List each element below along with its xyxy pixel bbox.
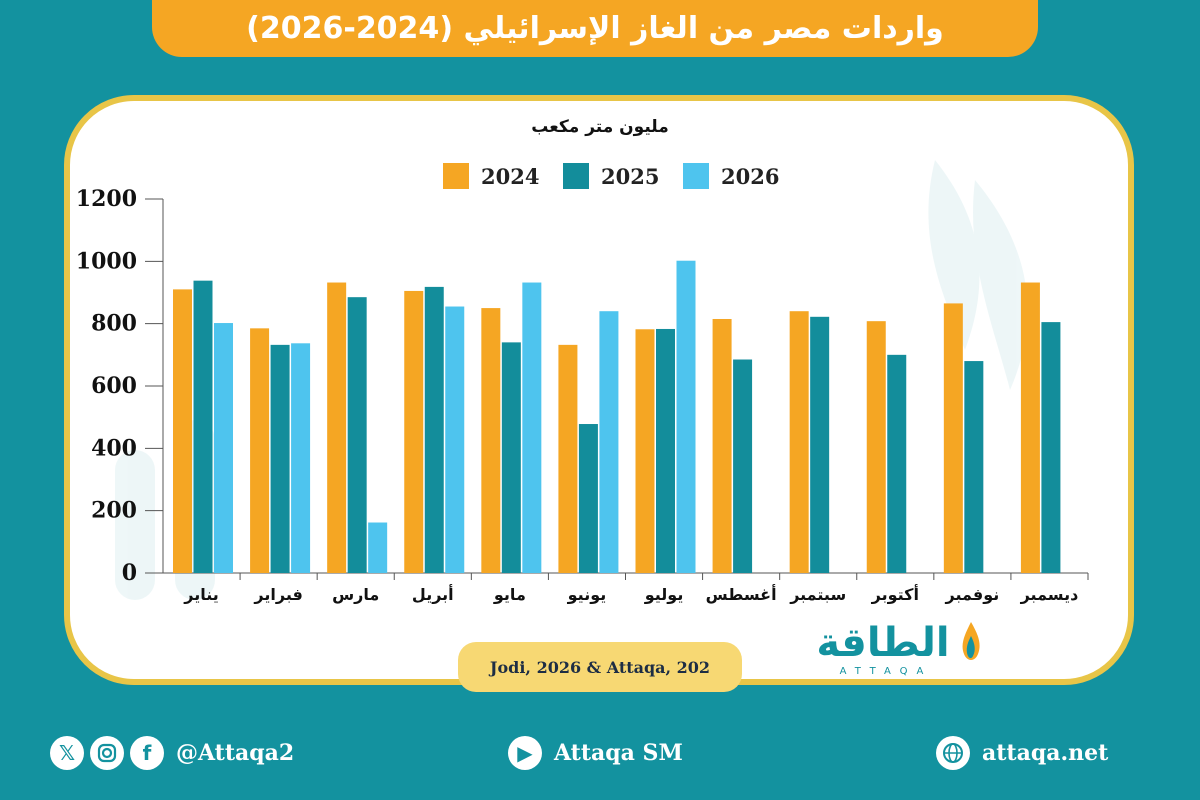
x-tick-label: مايو xyxy=(493,585,526,604)
bar-2025-1 xyxy=(270,344,290,573)
logo-arabic-text: الطاقة xyxy=(816,620,950,666)
source-label: Jodi, 2026 & Attaqa, 202 xyxy=(458,642,742,692)
unit-label: مليون متر مكعب xyxy=(531,117,669,137)
y-tick-label: 200 xyxy=(91,498,137,524)
logo-flame-icon xyxy=(962,622,980,660)
x-tick-label: فبراير xyxy=(253,585,302,604)
x-tick-label: مارس xyxy=(332,585,379,604)
footer-youtube: ▶ Attaqa SM xyxy=(508,733,683,773)
bar-2026-5 xyxy=(599,311,619,573)
attaqa-logo: الطاقة ATTAQA xyxy=(808,620,983,682)
bar-2024-7 xyxy=(712,318,732,573)
x-tick-label: أبريل xyxy=(412,584,454,604)
legend-swatch-2025 xyxy=(563,163,589,189)
legend-item-2025: 2025 xyxy=(563,163,659,189)
bar-2026-2 xyxy=(368,522,388,573)
legend-item-2026: 2026 xyxy=(683,163,779,189)
x-icon[interactable]: 𝕏 xyxy=(50,736,84,770)
website-link[interactable]: attaqa.net xyxy=(982,740,1109,766)
bar-2024-5 xyxy=(558,344,578,573)
bar-2025-4 xyxy=(501,342,521,573)
bar-2026-0 xyxy=(214,323,233,573)
bar-2024-10 xyxy=(943,303,963,573)
bar-2024-8 xyxy=(789,311,809,573)
footer-social: 𝕏 f @Attaqa2 xyxy=(50,733,294,773)
bar-2026-3 xyxy=(445,306,465,573)
legend-label-2024: 2024 xyxy=(481,163,540,189)
bar-2024-2 xyxy=(327,282,347,573)
chart-title: واردات مصر من الغاز الإسرائيلي (2024-202… xyxy=(246,11,944,46)
y-tick-label: 1000 xyxy=(76,248,137,274)
legend-item-2024: 2024 xyxy=(443,163,539,189)
x-tick-label: يونيو xyxy=(567,585,607,604)
y-tick-label: 1200 xyxy=(76,186,137,212)
bar-2024-6 xyxy=(635,329,655,573)
bar-2025-10 xyxy=(964,361,984,573)
y-tick-label: 400 xyxy=(91,435,137,461)
bar-2026-1 xyxy=(291,343,311,573)
x-tick-label: ديسمبر xyxy=(1020,585,1079,604)
legend-swatch-2026 xyxy=(683,163,709,189)
youtube-channel[interactable]: Attaqa SM xyxy=(554,740,683,766)
bar-2025-0 xyxy=(193,280,213,573)
bar-2025-6 xyxy=(656,328,675,573)
bar-2026-6 xyxy=(676,260,696,573)
x-tick-label: يناير xyxy=(183,585,219,604)
bar-2025-3 xyxy=(424,286,444,573)
bar-2025-2 xyxy=(347,297,367,573)
x-tick-label: أكتوبر xyxy=(871,584,919,604)
legend-swatch-2024 xyxy=(443,163,469,189)
bar-2024-3 xyxy=(404,290,424,573)
legend-label-2026: 2026 xyxy=(721,163,780,189)
globe-icon[interactable] xyxy=(936,736,970,770)
footer-website: attaqa.net xyxy=(936,733,1108,773)
youtube-icon[interactable]: ▶ xyxy=(508,736,542,770)
bar-2025-11 xyxy=(1041,322,1061,573)
legend-label-2025: 2025 xyxy=(601,163,660,189)
bar-2024-1 xyxy=(250,328,270,573)
bar-2025-5 xyxy=(578,424,598,573)
bar-2025-8 xyxy=(810,316,830,573)
bar-2024-4 xyxy=(481,308,501,573)
x-tick-label: سبتمبر xyxy=(789,585,846,604)
bar-2024-9 xyxy=(866,321,886,573)
y-tick-label: 800 xyxy=(91,311,137,337)
bar-2024-0 xyxy=(173,289,192,573)
y-tick-label: 600 xyxy=(91,373,137,399)
bar-2025-9 xyxy=(887,354,907,573)
instagram-icon[interactable] xyxy=(90,736,124,770)
x-tick-label: يوليو xyxy=(644,585,684,604)
facebook-icon[interactable]: f xyxy=(130,736,164,770)
x-tick-label: نوفمبر xyxy=(945,585,1000,604)
logo-english-text: ATTAQA xyxy=(839,666,933,677)
x-tick-label: أغسطس xyxy=(706,584,777,604)
social-handle[interactable]: @Attaqa2 xyxy=(176,740,295,766)
bar-2024-11 xyxy=(1020,282,1040,573)
y-tick-label: 0 xyxy=(122,560,137,586)
bar-2026-4 xyxy=(522,282,542,573)
bar-2025-7 xyxy=(733,359,753,573)
title-banner: واردات مصر من الغاز الإسرائيلي (2024-202… xyxy=(152,0,1038,57)
